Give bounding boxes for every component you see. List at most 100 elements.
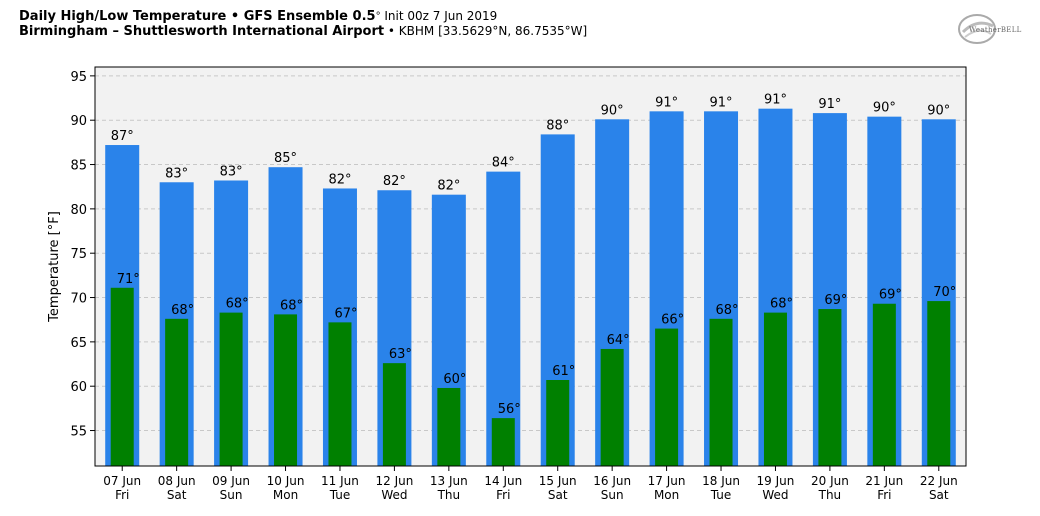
bar-low	[872, 303, 896, 466]
bar-low	[491, 418, 515, 466]
bar-high	[486, 171, 521, 467]
x-tick-weekday: Fri	[496, 488, 510, 502]
chart-subtitle-station: Birmingham – Shuttlesworth International…	[19, 24, 385, 39]
high-value-label: 85°	[274, 151, 297, 166]
bar-low	[110, 287, 134, 466]
low-value-label: 56°	[498, 402, 521, 417]
bar-low	[274, 314, 298, 466]
x-tick-weekday: Mon	[273, 488, 298, 502]
x-tick-weekday: Sat	[167, 488, 187, 502]
y-tick-label: 55	[70, 425, 87, 440]
high-value-label: 91°	[710, 95, 733, 110]
x-tick-date: 20 Jun	[811, 474, 849, 488]
low-value-label: 64°	[607, 333, 630, 348]
bar-low	[927, 301, 951, 466]
high-value-label: 84°	[492, 156, 515, 171]
bar-low	[165, 318, 189, 466]
x-tick-weekday: Sun	[220, 488, 243, 502]
chart-title-init: Init 00z 7 Jun 2019	[380, 9, 498, 23]
x-tick-weekday: Fri	[877, 488, 891, 502]
x-tick-date: 09 Jun	[212, 474, 250, 488]
low-value-label: 68°	[280, 298, 303, 313]
x-tick-weekday: Sat	[548, 488, 568, 502]
low-value-label: 71°	[117, 272, 140, 287]
y-tick-label: 95	[70, 70, 87, 85]
low-value-label: 69°	[879, 288, 902, 303]
x-tick-date: 16 Jun	[593, 474, 631, 488]
high-value-label: 82°	[383, 174, 406, 189]
low-value-label: 69°	[824, 293, 847, 308]
high-value-label: 91°	[655, 95, 678, 110]
bar-low	[709, 318, 733, 466]
plot-frame	[94, 66, 967, 467]
x-tick-date: 18 Jun	[702, 474, 740, 488]
high-value-label: 82°	[328, 172, 351, 187]
x-tick-weekday: Tue	[710, 488, 732, 502]
x-tick-date: 15 Jun	[539, 474, 577, 488]
x-tick-weekday: Wed	[762, 488, 788, 502]
x-tick-weekday: Thu	[437, 488, 461, 502]
y-tick-label: 90	[70, 114, 87, 129]
x-tick-date: 14 Jun	[484, 474, 522, 488]
low-value-label: 60°	[443, 372, 466, 387]
high-value-label: 83°	[165, 166, 188, 181]
logo-text: WeatherBELL	[969, 26, 1022, 34]
chart-title-degree: °	[375, 11, 381, 22]
bar-low	[546, 379, 570, 466]
y-tick-label: 70	[70, 292, 87, 307]
y-tick-label: 60	[70, 380, 87, 395]
x-tick-weekday: Sat	[929, 488, 949, 502]
chart-title-main: Daily High/Low Temperature • GFS Ensembl…	[19, 9, 376, 24]
high-value-label: 88°	[546, 118, 569, 133]
x-tick-date: 07 Jun	[103, 474, 141, 488]
chart-subtitle: Birmingham – Shuttlesworth International…	[19, 24, 587, 39]
bars	[105, 108, 956, 467]
low-value-label: 68°	[226, 297, 249, 312]
x-tick-date: 19 Jun	[757, 474, 795, 488]
bar-low	[219, 312, 243, 466]
x-tick-date: 10 Jun	[267, 474, 305, 488]
high-value-label: 87°	[111, 129, 134, 144]
high-value-label: 91°	[764, 93, 787, 108]
bar-low	[437, 387, 461, 466]
high-value-label: 90°	[927, 103, 950, 118]
data-labels: 87° 71° 83° 68° 83° 68° 85° 68° 82° 67° 82° 63° 82° 6…	[111, 93, 957, 417]
x-tick-date: 08 Jun	[158, 474, 196, 488]
high-value-label: 83°	[220, 164, 243, 179]
low-value-label: 63°	[389, 347, 412, 362]
grid-lines	[95, 75, 966, 432]
y-tick-label: 75	[70, 247, 87, 262]
low-value-label: 68°	[770, 297, 793, 312]
x-tick-date: 11 Jun	[321, 474, 359, 488]
x-tick-date: 12 Jun	[375, 474, 413, 488]
x-tick-weekday: Mon	[654, 488, 679, 502]
low-value-label: 68°	[716, 303, 739, 318]
chart-subtitle-coords: • KBHM [33.5629°N, 86.7535°W]	[384, 24, 588, 38]
high-value-label: 91°	[818, 97, 841, 112]
x-tick-weekday: Tue	[329, 488, 351, 502]
chart-title: Daily High/Low Temperature • GFS Ensembl…	[19, 9, 587, 24]
x-tick-date: 22 Jun	[920, 474, 958, 488]
x-tick-weekday: Sun	[601, 488, 624, 502]
weatherbell-logo-icon: WeatherBELL	[955, 12, 1022, 46]
low-value-label: 61°	[552, 364, 575, 379]
low-value-label: 68°	[171, 303, 194, 318]
x-tick-weekday: Fri	[115, 488, 129, 502]
y-tick-label: 85	[70, 159, 87, 174]
bar-low	[818, 309, 842, 466]
x-tick-weekday: Wed	[381, 488, 407, 502]
y-tick-label: 80	[70, 203, 87, 218]
y-axis: 55 60 65 70 75 80 85 90 95	[70, 70, 95, 440]
low-value-label: 66°	[661, 313, 684, 328]
x-tick-date: 17 Jun	[648, 474, 686, 488]
bar-low	[328, 322, 352, 466]
x-tick-date: 21 Jun	[865, 474, 903, 488]
y-axis-label: Temperature [°F]	[47, 211, 62, 323]
chart-header: Daily High/Low Temperature • GFS Ensembl…	[19, 9, 587, 39]
high-value-label: 90°	[601, 103, 624, 118]
low-value-label: 67°	[334, 306, 357, 321]
low-value-label: 70°	[933, 285, 956, 300]
bar-low	[382, 363, 406, 466]
